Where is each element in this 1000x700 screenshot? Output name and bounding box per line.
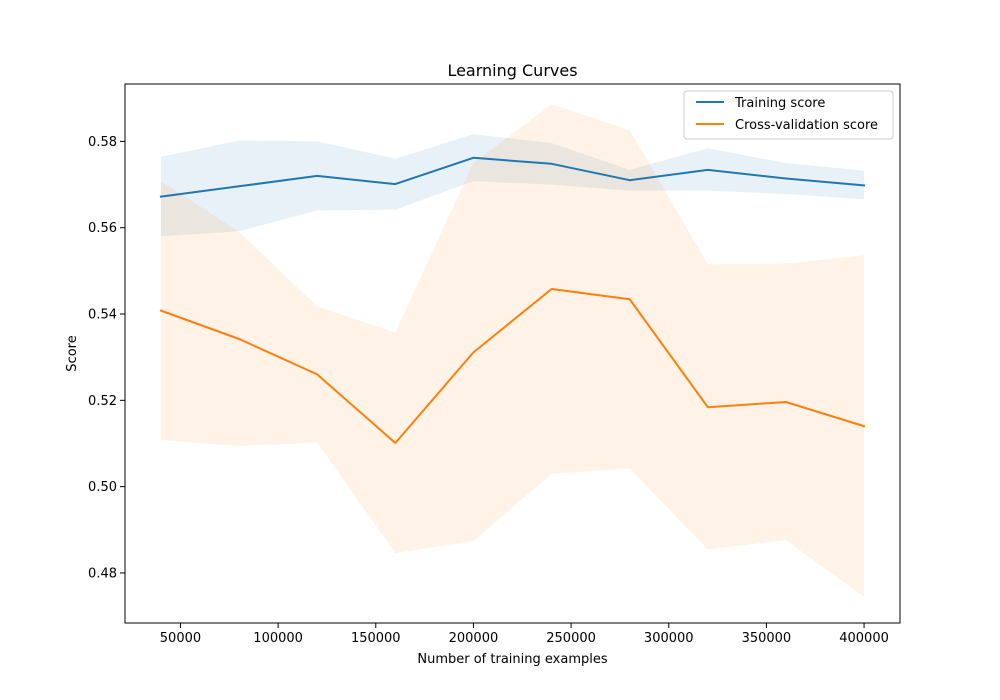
x-tick-label: 250000 (546, 631, 596, 646)
legend-label-cross-validation: Cross-validation score (735, 118, 878, 133)
cross-validation-score-band (160, 104, 865, 597)
training-score-band (160, 134, 865, 237)
x-tick-label: 300000 (644, 631, 694, 646)
cross-validation-score-line (159, 288, 866, 444)
y-tick-label: 0.56 (88, 221, 117, 236)
chart-title: Learning Curves (447, 61, 577, 80)
y-axis-ticks: 0.48 0.50 0.52 0.54 0.56 0.58 (88, 135, 125, 581)
y-tick-label: 0.54 (88, 308, 117, 323)
training-score-line (159, 156, 866, 198)
y-tick-label: 0.48 (88, 566, 117, 581)
y-tick-label: 0.50 (88, 480, 117, 495)
x-axis-ticks: 50000 100000 150000 200000 250000 300000 35000… (160, 623, 889, 646)
x-tick-label: 400000 (839, 631, 889, 646)
legend-box (683, 90, 894, 140)
x-tick-label: 150000 (351, 631, 401, 646)
confidence-bands (160, 104, 865, 597)
y-tick-label: 0.52 (88, 394, 117, 409)
series-lines (159, 156, 866, 444)
legend: Training score Cross-validation score (683, 90, 894, 140)
y-axis-title: Score (65, 335, 80, 371)
x-tick-label: 350000 (742, 631, 792, 646)
x-tick-label: 50000 (160, 631, 201, 646)
x-axis-title: Number of training examples (417, 652, 607, 667)
plot-frame (124, 83, 901, 624)
legend-label-training: Training score (734, 96, 825, 111)
x-tick-label: 100000 (253, 631, 303, 646)
x-tick-label: 200000 (449, 631, 499, 646)
y-tick-label: 0.58 (88, 135, 117, 150)
